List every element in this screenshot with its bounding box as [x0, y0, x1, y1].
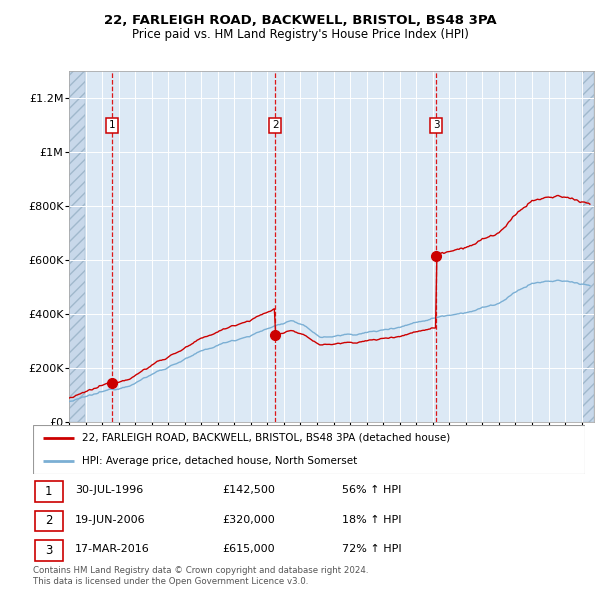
Text: Contains HM Land Registry data © Crown copyright and database right 2024.
This d: Contains HM Land Registry data © Crown c… [33, 566, 368, 586]
Text: 3: 3 [45, 544, 52, 557]
Text: 1: 1 [109, 120, 115, 130]
Text: 1: 1 [45, 485, 52, 498]
Text: £615,000: £615,000 [222, 544, 275, 554]
Text: 22, FARLEIGH ROAD, BACKWELL, BRISTOL, BS48 3PA: 22, FARLEIGH ROAD, BACKWELL, BRISTOL, BS… [104, 14, 496, 27]
Text: 2: 2 [45, 514, 52, 527]
Bar [35, 481, 62, 502]
Text: £142,500: £142,500 [222, 485, 275, 495]
Bar [582, 71, 594, 422]
Text: 2: 2 [272, 120, 278, 130]
Text: 22, FARLEIGH ROAD, BACKWELL, BRISTOL, BS48 3PA (detached house): 22, FARLEIGH ROAD, BACKWELL, BRISTOL, BS… [82, 433, 450, 443]
Text: 56% ↑ HPI: 56% ↑ HPI [342, 485, 401, 495]
Text: Price paid vs. HM Land Registry's House Price Index (HPI): Price paid vs. HM Land Registry's House … [131, 28, 469, 41]
Text: 19-JUN-2006: 19-JUN-2006 [75, 514, 146, 525]
Bar [35, 540, 62, 561]
Text: £320,000: £320,000 [222, 514, 275, 525]
Bar [35, 510, 62, 532]
Bar [69, 71, 85, 422]
Text: 3: 3 [433, 120, 440, 130]
Text: 17-MAR-2016: 17-MAR-2016 [75, 544, 150, 554]
Text: 30-JUL-1996: 30-JUL-1996 [75, 485, 143, 495]
Text: 18% ↑ HPI: 18% ↑ HPI [342, 514, 401, 525]
Text: HPI: Average price, detached house, North Somerset: HPI: Average price, detached house, Nort… [82, 456, 357, 466]
Text: 72% ↑ HPI: 72% ↑ HPI [342, 544, 401, 554]
